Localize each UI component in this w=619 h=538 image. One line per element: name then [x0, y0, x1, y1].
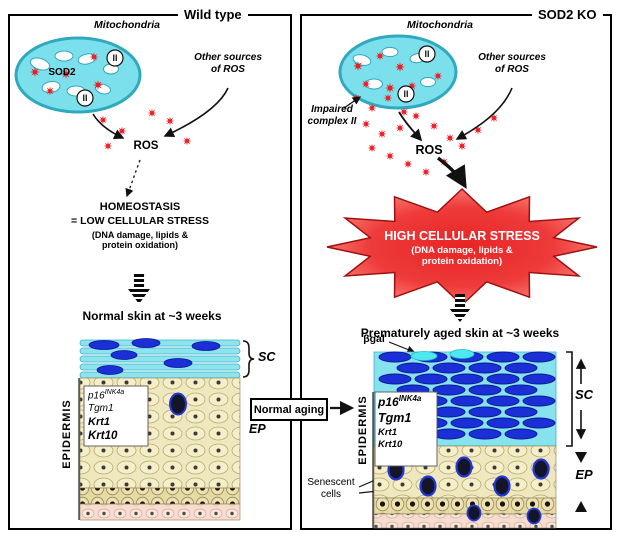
senescent-cells-group: [387, 456, 550, 497]
arrows: [92, 87, 513, 494]
normal-aging-box: Normal aging: [250, 398, 328, 421]
skin-right: [372, 349, 587, 529]
stratum-corneum-left: [79, 338, 241, 379]
stress-line1: HIGH CELLULAR STRESS: [384, 229, 540, 243]
arrow-mito-to-ros-right: [398, 111, 423, 142]
ep-label-right: EP: [575, 467, 593, 482]
normal-aging-label: Normal aging: [253, 403, 325, 416]
marker-krt1-right: Krt1: [378, 427, 398, 438]
marker-tgm1-right: Tgm1: [378, 411, 412, 425]
svg-text:II: II: [424, 49, 429, 59]
arrow-other-to-ros-left: [163, 87, 229, 138]
arrow-other-to-ros-right: [455, 87, 513, 140]
panel-title-wild-type: Wild type: [178, 7, 248, 22]
senescent-cells-label-1: Senescent: [307, 477, 355, 488]
marker-box-left: [83, 385, 149, 447]
senescent-cells-label-2: cells: [320, 489, 342, 500]
marker-p16-left: p16INK4a: [88, 389, 125, 402]
sc-brace-left: [242, 340, 255, 378]
mitochondria-left-diagram: II II: [14, 36, 142, 114]
mitochondria-label-left: Mitochondria: [94, 19, 160, 31]
marker-box-right: [374, 391, 438, 467]
bgal-label: βgal: [363, 333, 385, 345]
complex-ii-icon: II II: [397, 45, 436, 103]
svg-text:II: II: [82, 93, 87, 103]
homeostasis-line4: protein oxidation): [102, 240, 178, 250]
senescent-cell: [169, 392, 187, 416]
ep-arrow-up-icon: [575, 501, 587, 512]
skin-caption-right: Prematurely aged skin at ~3 weeks: [360, 326, 560, 340]
sc-label-left: SC: [258, 350, 276, 364]
sod2-label: SOD2: [48, 67, 76, 78]
ep-label-left: EP: [249, 422, 266, 436]
senescent-cells-deep: [466, 504, 542, 525]
sc-bracket-right: [566, 351, 573, 447]
dermis-right: [373, 513, 557, 529]
corneocytes-left: [88, 338, 221, 375]
marker-tgm1-left: Tgm1: [88, 403, 114, 414]
other-sources-left-2: of ROS: [211, 64, 245, 75]
arrow-ros-to-homeostasis: [125, 159, 141, 198]
bgal-positive-cells: [410, 349, 475, 361]
ros-label-right: ROS: [415, 143, 443, 157]
marker-krt10-right: Krt10: [378, 439, 403, 450]
arrow-bgal: [388, 341, 416, 354]
svg-text:II: II: [112, 53, 117, 63]
ros-label-left: ROS: [133, 140, 159, 152]
mitochondria-label-right: Mitochondria: [407, 19, 473, 31]
basal-layer-left: [79, 487, 241, 505]
epidermis-label-left: EPIDERMIS: [60, 399, 73, 469]
arrow-impaired-complex: [343, 96, 362, 109]
skin-left: [78, 338, 255, 521]
stress-burst: [326, 187, 598, 307]
impaired-line2: complex II: [307, 116, 357, 127]
marker-krt1-left: Krt1: [88, 416, 111, 428]
homeostasis-line2: = LOW CELLULAR STRESS: [71, 215, 209, 227]
skin-caption-left: Normal skin at ~3 weeks: [82, 309, 222, 323]
sc-label-right: SC: [574, 387, 594, 402]
epidermis-label-right: EPIDERMIS: [356, 395, 369, 465]
stress-line2: (DNA damage, lipids &: [411, 245, 513, 256]
ep-arrow-down-icon: [575, 452, 587, 463]
marker-krt10-left: Krt10: [88, 430, 118, 442]
complex-ii-icon: II II: [76, 49, 124, 107]
other-sources-left-1: Other sources: [194, 52, 262, 63]
mitochondria-right-diagram: II II: [338, 34, 458, 110]
marker-p16-right: p16INK4a: [378, 394, 422, 409]
other-sources-right-1: Other sources: [478, 52, 546, 63]
stress-line3: protein oxidation): [421, 256, 503, 267]
ros-cascade-right: [351, 93, 499, 177]
impaired-line1: Impaired: [311, 104, 353, 115]
panel-title-sod2-ko: SOD2 KO: [532, 7, 603, 22]
homeostasis-line1: HOMEOSTASIS: [99, 201, 181, 213]
other-sources-right-2: of ROS: [495, 64, 529, 75]
homeostasis-line3: (DNA damage, lipids &: [91, 230, 189, 240]
dermis-left: [79, 503, 241, 521]
arrow-ros-to-stress: [436, 156, 467, 189]
svg-text:II: II: [403, 89, 408, 99]
arrow-mito-to-ros-left: [92, 113, 125, 140]
